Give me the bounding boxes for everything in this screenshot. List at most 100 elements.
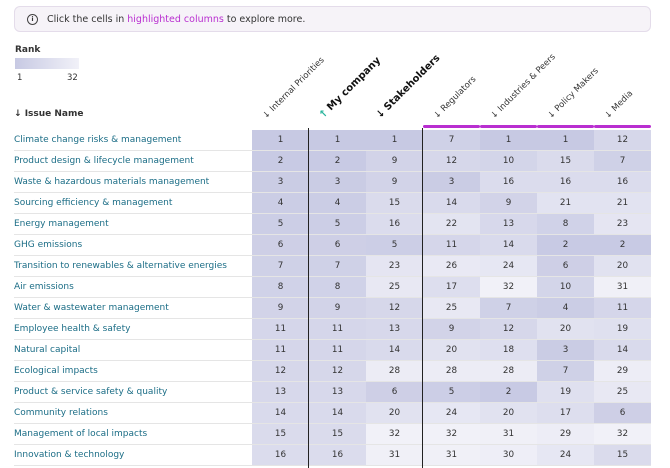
- rank-cell[interactable]: 13: [480, 214, 537, 234]
- issue-name[interactable]: Water & wastewater management: [14, 303, 169, 313]
- rank-cell[interactable]: 11: [594, 298, 651, 318]
- rank-cell[interactable]: 26: [423, 256, 480, 276]
- rank-cell[interactable]: 29: [594, 361, 651, 381]
- rank-cell: 15: [366, 193, 423, 213]
- rank-cell[interactable]: 9: [423, 319, 480, 339]
- rank-cell[interactable]: 29: [537, 424, 594, 444]
- legend-max: 32: [67, 73, 78, 83]
- rank-cell[interactable]: 17: [537, 403, 594, 423]
- rank-cell: 5: [252, 214, 309, 234]
- rank-cell[interactable]: 6: [594, 403, 651, 423]
- issue-name[interactable]: Transition to renewables & alternative e…: [14, 261, 227, 271]
- rank-cell[interactable]: 20: [423, 340, 480, 360]
- rank-cell[interactable]: 2: [537, 235, 594, 255]
- issue-name[interactable]: Community relations: [14, 408, 108, 418]
- column-header-stakeholders[interactable]: ↓Stakeholders: [374, 53, 442, 121]
- issue-name[interactable]: GHG emissions: [14, 240, 83, 250]
- rank-cell[interactable]: 1: [480, 130, 537, 150]
- column-header-label: Internal Priorities: [268, 55, 327, 114]
- rank-cell[interactable]: 2: [480, 382, 537, 402]
- rank-cell[interactable]: 19: [594, 319, 651, 339]
- rank-cell[interactable]: 6: [537, 256, 594, 276]
- rank-cell[interactable]: 5: [423, 382, 480, 402]
- rank-cell[interactable]: 14: [480, 235, 537, 255]
- issue-name[interactable]: Air emissions: [14, 282, 74, 292]
- rank-cell[interactable]: 1: [537, 130, 594, 150]
- rank-cell[interactable]: 20: [537, 319, 594, 339]
- rank-cell[interactable]: 31: [480, 424, 537, 444]
- issue-name[interactable]: Product & service safety & quality: [14, 387, 168, 397]
- table-row: Management of local impacts 15 15 32 32 31 29 3…: [14, 424, 651, 445]
- rank-cell[interactable]: 7: [423, 130, 480, 150]
- column-header-internal-priorities[interactable]: ↓Internal Priorities: [261, 55, 327, 121]
- rank-cell[interactable]: 28: [480, 361, 537, 381]
- column-header-policy-makers[interactable]: ↓Policy Makers: [546, 66, 601, 121]
- issue-name[interactable]: Climate change risks & management: [14, 135, 182, 145]
- rank-cell[interactable]: 17: [423, 277, 480, 297]
- rank-cell[interactable]: 12: [594, 130, 651, 150]
- rank-cell: 6: [366, 382, 423, 402]
- rank-cell[interactable]: 21: [537, 193, 594, 213]
- rank-cell[interactable]: 11: [423, 235, 480, 255]
- rank-cell[interactable]: 20: [480, 403, 537, 423]
- issue-name[interactable]: Ecological impacts: [14, 366, 98, 376]
- issue-name-header[interactable]: ↓ Issue Name: [14, 109, 84, 119]
- issue-name[interactable]: Management of local impacts: [14, 429, 148, 439]
- rank-cell[interactable]: 12: [480, 319, 537, 339]
- rank-cell[interactable]: 3: [423, 172, 480, 192]
- rank-cell[interactable]: 8: [537, 214, 594, 234]
- rank-cell[interactable]: 31: [594, 277, 651, 297]
- rank-cell: 28: [366, 361, 423, 381]
- rank-cell[interactable]: 15: [594, 445, 651, 465]
- column-header-media[interactable]: ↓Media: [603, 89, 635, 121]
- column-header-my-company[interactable]: ↑My company: [317, 55, 383, 121]
- rank-cell[interactable]: 9: [480, 193, 537, 213]
- rank-cell: 6: [309, 235, 366, 255]
- column-header-regulators[interactable]: ↓Regulators: [432, 75, 478, 121]
- rank-cell[interactable]: 24: [423, 403, 480, 423]
- rank-cell: 13: [309, 382, 366, 402]
- issue-name[interactable]: Energy management: [14, 219, 109, 229]
- rank-cell: 8: [252, 277, 309, 297]
- highlighted-columns-link[interactable]: highlighted columns: [127, 13, 224, 25]
- rank-cell[interactable]: 12: [423, 151, 480, 171]
- rank-cell[interactable]: 32: [594, 424, 651, 444]
- rank-cell[interactable]: 32: [423, 424, 480, 444]
- rank-cell[interactable]: 24: [480, 256, 537, 276]
- rank-cell[interactable]: 2: [594, 235, 651, 255]
- rank-cell[interactable]: 21: [594, 193, 651, 213]
- rank-cell[interactable]: 32: [480, 277, 537, 297]
- rank-cell[interactable]: 15: [537, 151, 594, 171]
- rank-cell[interactable]: 4: [537, 298, 594, 318]
- rank-cell[interactable]: 22: [423, 214, 480, 234]
- rank-cell[interactable]: 23: [594, 214, 651, 234]
- rank-cell[interactable]: 25: [594, 382, 651, 402]
- rank-cell[interactable]: 20: [594, 256, 651, 276]
- issue-name[interactable]: Innovation & technology: [14, 450, 125, 460]
- rank-cell[interactable]: 14: [423, 193, 480, 213]
- issue-name[interactable]: Employee health & safety: [14, 324, 131, 334]
- rank-cell[interactable]: 16: [594, 172, 651, 192]
- rank-cell[interactable]: 10: [480, 151, 537, 171]
- rank-cell[interactable]: 14: [594, 340, 651, 360]
- rank-cell[interactable]: 16: [480, 172, 537, 192]
- rank-cell[interactable]: 30: [480, 445, 537, 465]
- rank-cell[interactable]: 25: [423, 298, 480, 318]
- issue-name[interactable]: Natural capital: [14, 345, 81, 355]
- rank-cell[interactable]: 10: [537, 277, 594, 297]
- issue-name[interactable]: Product design & lifecycle management: [14, 156, 194, 166]
- issue-name[interactable]: Sourcing efficiency & management: [14, 198, 173, 208]
- rank-cell[interactable]: 3: [537, 340, 594, 360]
- rank-cell: 16: [309, 445, 366, 465]
- rank-cell[interactable]: 7: [480, 298, 537, 318]
- rank-cell[interactable]: 7: [594, 151, 651, 171]
- info-text-before: Click the cells in: [47, 13, 125, 25]
- issue-name[interactable]: Waste & hazardous materials management: [14, 177, 210, 187]
- rank-cell[interactable]: 7: [537, 361, 594, 381]
- rank-cell[interactable]: 28: [423, 361, 480, 381]
- rank-cell[interactable]: 16: [537, 172, 594, 192]
- rank-cell[interactable]: 18: [480, 340, 537, 360]
- rank-cell[interactable]: 24: [537, 445, 594, 465]
- rank-cell[interactable]: 19: [537, 382, 594, 402]
- rank-cell[interactable]: 31: [423, 445, 480, 465]
